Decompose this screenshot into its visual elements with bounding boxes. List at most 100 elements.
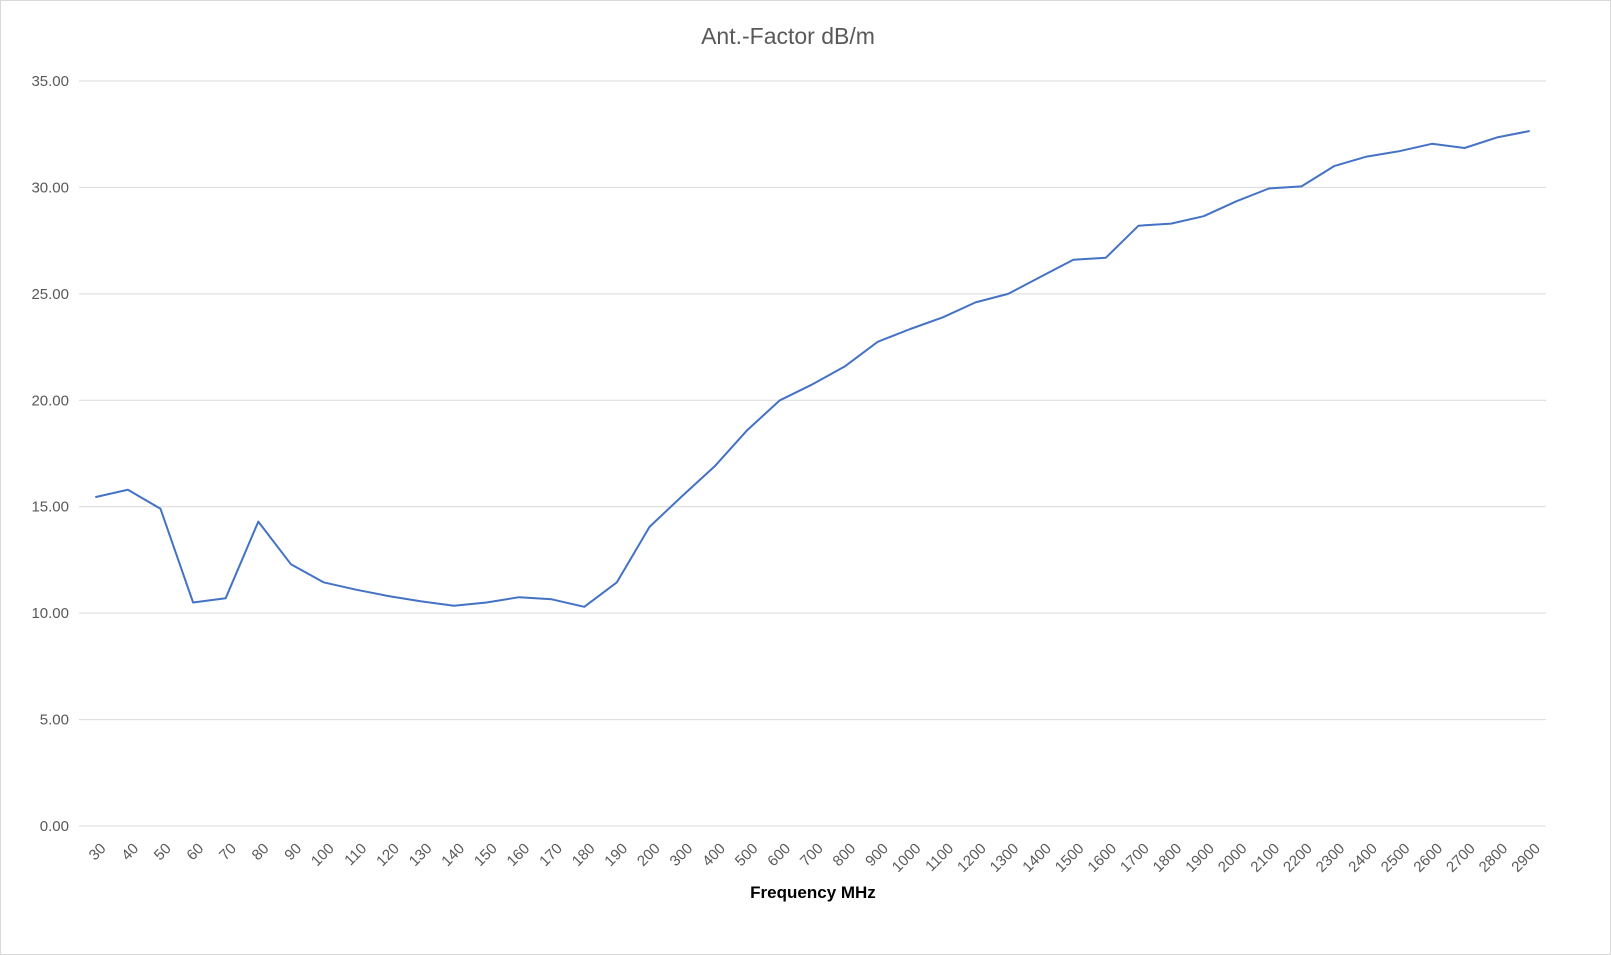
data-point: [1267, 186, 1271, 190]
x-tick-label: 2800: [1476, 840, 1512, 876]
y-tick-label: 30.00: [31, 179, 69, 196]
x-tick-label: 150: [471, 840, 501, 870]
x-tick-label: 50: [151, 840, 175, 864]
data-point: [876, 340, 880, 344]
x-axis-label: Frequency MHz: [750, 883, 876, 902]
data-point: [1071, 258, 1075, 262]
data-point: [974, 300, 978, 304]
data-point: [941, 315, 945, 319]
x-tick-label: 800: [830, 840, 860, 870]
data-point: [1006, 292, 1010, 296]
x-tick-label: 2000: [1215, 840, 1251, 876]
data-point: [680, 494, 684, 498]
data-point: [419, 599, 423, 603]
data-point: [256, 520, 260, 524]
x-tick-label: 1100: [922, 840, 957, 875]
y-tick-label: 25.00: [31, 286, 69, 303]
x-tick-label: 160: [504, 840, 534, 870]
x-tick-label: 1000: [889, 840, 925, 876]
x-tick-label: 2200: [1280, 840, 1316, 876]
x-tick-label: 60: [183, 840, 207, 864]
data-point: [615, 580, 619, 584]
data-point: [745, 428, 749, 432]
data-point: [1495, 135, 1499, 139]
data-point: [485, 601, 489, 605]
x-tick-label: 400: [699, 840, 729, 870]
x-tick-label: 2100: [1247, 840, 1283, 876]
x-tick-label: 1900: [1182, 840, 1218, 876]
data-point: [648, 525, 652, 529]
data-point: [354, 588, 358, 592]
data-point: [452, 604, 456, 608]
y-tick-label: 5.00: [40, 712, 69, 729]
data-point: [550, 597, 554, 601]
y-tick-label: 35.00: [31, 73, 69, 90]
data-point: [191, 601, 195, 605]
x-tick-label: 600: [764, 840, 794, 870]
data-point: [1300, 184, 1304, 188]
data-point: [1528, 129, 1532, 133]
data-point: [1332, 164, 1336, 168]
x-tick-label: 1800: [1150, 840, 1186, 876]
x-tick-label: 140: [438, 840, 468, 870]
x-tick-label: 90: [281, 840, 305, 864]
x-tick-label: 170: [536, 840, 566, 870]
x-tick-label: 2700: [1443, 840, 1479, 876]
data-point: [289, 562, 293, 566]
data-point: [908, 327, 912, 331]
data-point: [224, 596, 228, 600]
data-point: [387, 594, 391, 598]
x-tick-label: 80: [249, 840, 273, 864]
y-tick-label: 10.00: [31, 605, 69, 622]
series-layer: [93, 129, 1532, 609]
x-tick-label: 1300: [987, 840, 1023, 876]
x-tick-label: 190: [601, 840, 631, 870]
y-tick-label: 20.00: [31, 392, 69, 409]
data-point: [1104, 256, 1108, 260]
x-tick-label: 200: [634, 840, 664, 870]
x-tick-label: 1400: [1019, 840, 1055, 876]
x-tick-label: 110: [341, 840, 370, 869]
x-tick-label: 40: [118, 840, 142, 864]
y-axis-tick-labels: 0.00 5.00 10.00 15.00 20.00 25.00 30.00 35.00: [31, 73, 69, 835]
data-point: [713, 464, 717, 468]
data-point: [1397, 149, 1401, 153]
x-tick-label: 70: [216, 840, 240, 864]
x-tick-label: 1200: [954, 840, 990, 876]
x-tick-label: 130: [406, 840, 436, 870]
y-tick-label: 15.00: [31, 499, 69, 516]
data-point: [843, 364, 847, 368]
x-tick-label: 180: [569, 840, 599, 870]
series-line: [95, 130, 1530, 608]
x-tick-label: 500: [732, 840, 762, 870]
x-tick-label: 2600: [1410, 840, 1446, 876]
x-tick-label: 2300: [1313, 840, 1349, 876]
x-tick-label: 100: [308, 840, 338, 870]
x-axis-tick-labels: 30 40 50 60 70 80 90 100 110 120 130 140 150 160 170 18…: [86, 840, 1544, 876]
data-point: [778, 398, 782, 402]
data-point: [93, 495, 97, 499]
x-tick-label: 300: [667, 840, 697, 870]
y-tick-label: 0.00: [40, 818, 69, 835]
data-point: [159, 507, 163, 511]
data-point: [1202, 214, 1206, 218]
x-tick-label: 1500: [1052, 840, 1088, 876]
x-tick-label: 700: [797, 840, 827, 870]
x-tick-label: 900: [862, 840, 892, 870]
x-tick-label: 120: [373, 840, 403, 870]
data-point: [322, 580, 326, 584]
x-tick-label: 1600: [1084, 840, 1120, 876]
data-point: [1234, 199, 1238, 203]
data-point: [1039, 275, 1043, 279]
data-point: [582, 605, 586, 609]
data-point: [811, 382, 815, 386]
x-tick-label: 1700: [1117, 840, 1153, 876]
x-tick-label: 30: [86, 840, 110, 864]
gridlines: [79, 80, 1546, 827]
data-point: [517, 595, 521, 599]
x-tick-label: 2500: [1378, 840, 1414, 876]
data-point: [1137, 224, 1141, 228]
data-point: [1365, 155, 1369, 159]
data-point: [1430, 142, 1434, 146]
